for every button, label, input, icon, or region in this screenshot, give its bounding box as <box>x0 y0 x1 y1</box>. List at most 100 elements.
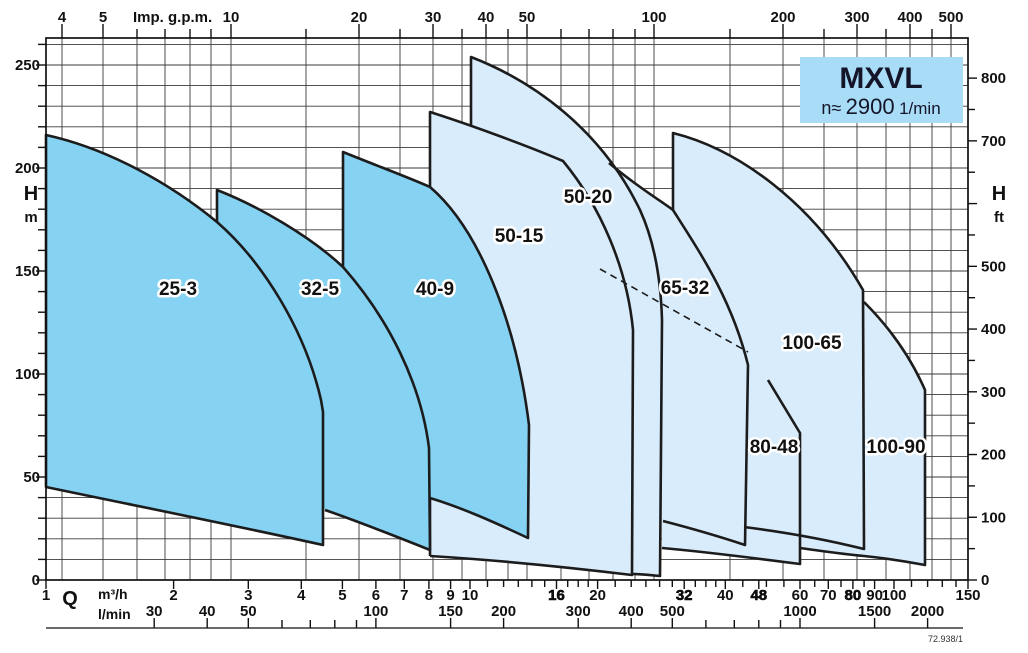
left-tick-label-50: 50 <box>23 469 40 486</box>
left-axis-letter: H <box>24 183 38 205</box>
bottom-m3h-label-3: 3 <box>244 587 252 604</box>
lmin-label-200: 200 <box>491 603 516 620</box>
flow-unit-lmin: l/min <box>98 606 131 622</box>
envelope-50-20-outline <box>469 55 664 578</box>
right-tick-label-500: 500 <box>981 258 1006 275</box>
bottom-m3h-label-20: 20 <box>589 587 606 604</box>
top-tick-label-500: 500 <box>938 9 963 26</box>
left-tick-label-250: 250 <box>15 57 40 74</box>
envelope-labels: 50-15 50-20 65-32 80-48 100-90 100-65 40-9 32-5… <box>156 185 928 461</box>
right-tick-label-200: 200 <box>981 447 1006 464</box>
bottom-m3h-label-100: 100 <box>881 587 906 604</box>
flow-unit-m3h: m³/h <box>98 586 128 602</box>
right-tick-label-100: 100 <box>981 509 1006 526</box>
title-box <box>800 57 963 123</box>
lmin-label-40: 40 <box>199 603 216 620</box>
right-tick-label-700: 700 <box>981 133 1006 150</box>
left-tick-label-200: 200 <box>15 160 40 177</box>
envelope-label-100-65: 100-65 <box>782 333 842 354</box>
bottom-m3h-label-2: 2 <box>169 587 177 604</box>
envelope-100-65-fill <box>673 133 864 549</box>
left-tick-label-150: 150 <box>15 263 40 280</box>
bottom-m3h-label-150: 150 <box>955 587 980 604</box>
top-tick-label-50: 50 <box>519 9 536 26</box>
bottom-m3h-label-5: 5 <box>338 587 346 604</box>
right-tick-label-800: 800 <box>981 70 1006 87</box>
top-tick-label-5: 5 <box>99 9 107 26</box>
top-tick-label-400: 400 <box>897 9 922 26</box>
envelope-label-50-20: 50-20 <box>564 187 613 208</box>
dashed-guide-line <box>599 268 749 353</box>
lmin-label-1500: 1500 <box>858 603 891 620</box>
envelope-label-65-32: 65-32 <box>661 278 710 299</box>
lmin-label-300: 300 <box>566 603 591 620</box>
envelope-25-3-fill <box>46 135 323 545</box>
envelope-label-80-48: 80-48 <box>750 437 799 458</box>
envelope-25-3-outline <box>44 133 325 547</box>
envelope-100-65-outline <box>671 131 866 551</box>
bottom-m3h-label-4: 4 <box>297 587 306 604</box>
top-tick-label-20: 20 <box>351 9 368 26</box>
left-axis-unit: m <box>24 209 37 226</box>
envelope-label-100-90: 100-90 <box>866 437 925 458</box>
drawing-number: 72.938/1 <box>928 634 963 644</box>
envelope-outlines-dark <box>44 133 531 552</box>
lmin-label-50: 50 <box>240 603 257 620</box>
right-axis-unit: ft <box>994 209 1004 226</box>
bottom-m3h-label-7: 7 <box>400 587 408 604</box>
lmin-label-500: 500 <box>660 603 685 620</box>
envelope-32-5-outline <box>215 188 432 552</box>
right-tick-label-0: 0 <box>981 572 989 589</box>
lmin-label-100: 100 <box>363 603 388 620</box>
lmin-label-1000: 1000 <box>783 603 816 620</box>
envelope-80-48-outline <box>661 379 802 566</box>
envelope-label-32-5: 32-5 <box>301 279 339 300</box>
envelope-fills-dark <box>46 135 529 550</box>
envelope-65-32-outline <box>608 162 750 547</box>
lmin-label-150: 150 <box>438 603 463 620</box>
bottom-m3h-label-70: 70 <box>820 587 837 604</box>
envelope-50-15-outline <box>428 110 635 577</box>
lmin-label-2000: 2000 <box>911 603 944 620</box>
lmin-label-30: 30 <box>146 603 163 620</box>
chart-title: MXVL <box>839 62 922 95</box>
right-axis-letter: H <box>992 183 1006 205</box>
top-tick-label-300: 300 <box>844 9 869 26</box>
lmin-label-400: 400 <box>619 603 644 620</box>
envelope-label-40-9: 40-9 <box>416 279 454 300</box>
left-tick-label-0: 0 <box>32 572 40 589</box>
envelope-outlines-light <box>428 55 927 578</box>
top-tick-label-4: 4 <box>58 9 67 26</box>
chart-speed: n≈ 2900 1/min <box>821 94 940 119</box>
bottom-m3h-label-40: 40 <box>717 587 734 604</box>
envelope-label-25-3: 25-3 <box>159 279 197 300</box>
bottom-m3h-label-9: 9 <box>446 587 454 604</box>
top-tick-label-200: 200 <box>770 9 795 26</box>
bottom-m3h-label-8: 8 <box>425 587 433 604</box>
top-tick-label-40: 40 <box>478 9 495 26</box>
axes-and-ticks: 4 5 10 20 30 40 50 100 200 300 400 5002502001501005… <box>15 9 1006 629</box>
top-tick-label-30: 30 <box>425 9 442 26</box>
bottom-m3h-label-10: 10 <box>462 587 479 604</box>
bottom-m3h-label-32: 32 <box>676 587 693 604</box>
bottom-m3h-label-48: 48 <box>750 587 767 604</box>
bottom-m3h-label-16: 16 <box>548 587 565 604</box>
bottom-m3h-label-1: 1 <box>42 587 50 604</box>
left-tick-label-100: 100 <box>15 366 40 383</box>
right-tick-label-300: 300 <box>981 384 1006 401</box>
top-axis-unit-label: Imp. g.p.m. <box>133 9 212 26</box>
envelope-40-9-outline <box>341 150 531 540</box>
envelope-100-90-outline <box>799 301 927 567</box>
top-tick-label-10: 10 <box>223 9 240 26</box>
bottom-m3h-label-90: 90 <box>866 587 883 604</box>
bottom-m3h-label-80: 80 <box>845 587 862 604</box>
bottom-m3h-label-60: 60 <box>792 587 809 604</box>
top-tick-label-100: 100 <box>641 9 666 26</box>
plot-frame <box>45 37 969 581</box>
envelope-32-5-fill <box>217 190 430 550</box>
flow-axis-letter: Q <box>62 588 78 610</box>
envelope-label-50-15: 50-15 <box>495 226 544 247</box>
bottom-m3h-label-6: 6 <box>372 587 380 604</box>
